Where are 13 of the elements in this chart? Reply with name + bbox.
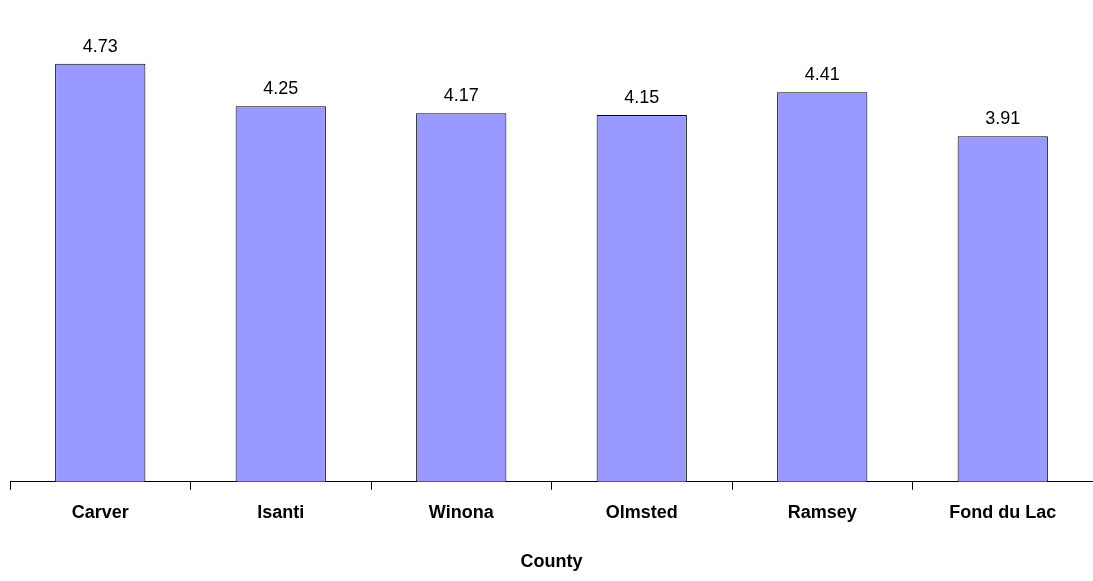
data-label: 4.15 — [624, 87, 660, 108]
x-tick-label: Carver — [71, 501, 129, 522]
x-tick-label: Fond du Lac — [949, 501, 1057, 522]
data-label: 4.73 — [82, 35, 118, 56]
x-axis-title: County — [520, 551, 583, 572]
data-label: 4.17 — [443, 85, 479, 106]
x-tick-label: Olmsted — [605, 501, 678, 522]
data-label: 3.91 — [985, 108, 1021, 129]
data-label: 4.41 — [804, 64, 840, 85]
x-tick-label: Winona — [428, 501, 495, 522]
x-tick-label: Isanti — [257, 501, 305, 522]
data-label: 4.25 — [263, 78, 299, 99]
x-tick-label: Ramsey — [787, 501, 857, 522]
